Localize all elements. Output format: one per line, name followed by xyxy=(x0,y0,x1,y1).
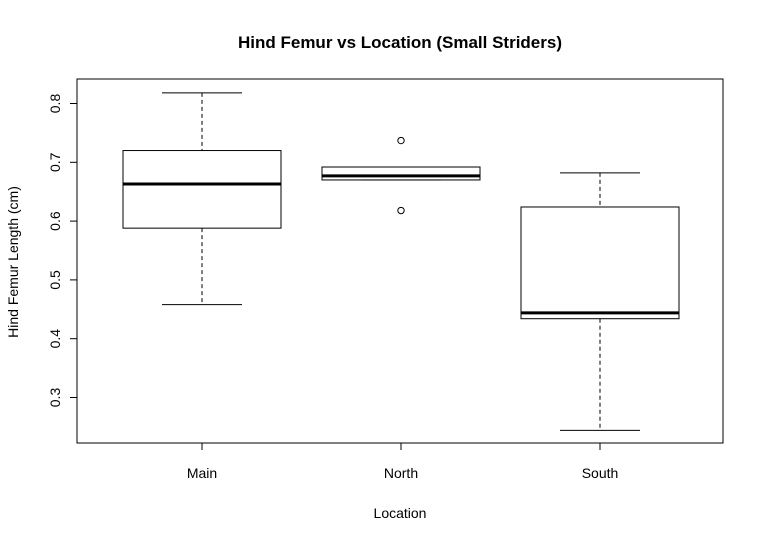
plot-frame xyxy=(76,78,724,444)
y-axis-label: Hind Femur Length (cm) xyxy=(5,186,21,338)
y-tick-label: 0.3 xyxy=(47,388,63,408)
x-tick-label: Main xyxy=(187,465,217,481)
x-axis-label: Location xyxy=(374,505,427,521)
outlier-point xyxy=(397,206,405,215)
y-tick-label: 0.4 xyxy=(47,329,63,349)
y-tick-label: 0.8 xyxy=(47,94,63,114)
x-axis: Main North South xyxy=(187,442,619,481)
boxes-group xyxy=(122,92,680,431)
x-tick-label: North xyxy=(384,465,418,481)
y-axis: 0.3 0.4 0.5 0.6 0.7 0.8 xyxy=(47,94,78,408)
box-north xyxy=(321,166,481,181)
outlier-point xyxy=(397,136,405,145)
y-tick-label: 0.6 xyxy=(47,211,63,231)
y-tick-label: 0.7 xyxy=(47,152,63,172)
chart-title: Hind Femur vs Location (Small Striders) xyxy=(238,33,562,52)
box-main xyxy=(122,150,282,229)
box-south xyxy=(520,206,680,320)
x-tick-label: South xyxy=(582,465,619,481)
y-tick-label: 0.5 xyxy=(47,270,63,290)
